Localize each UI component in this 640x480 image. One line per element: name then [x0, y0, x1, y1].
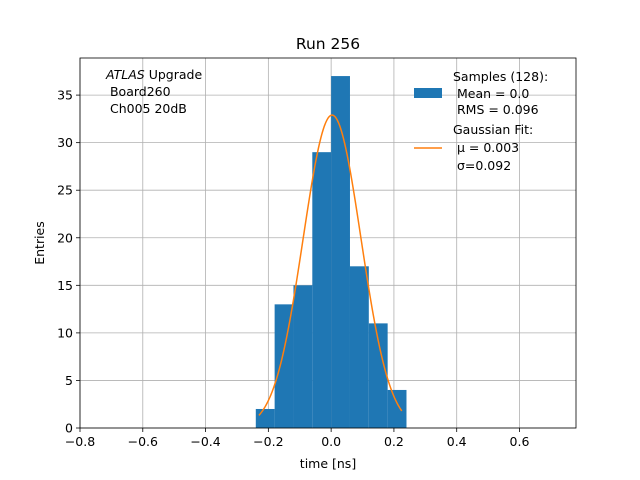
x-tick-label: 0.0: [321, 434, 341, 449]
legend-samples-rms: RMS = 0.096: [453, 102, 539, 117]
annotation-line-2: Board260: [106, 84, 171, 99]
legend-samples-mean: Mean = 0.0: [453, 86, 529, 101]
x-tick-label: 0.4: [447, 434, 467, 449]
atlas-label: ATLAS: [105, 67, 145, 82]
histogram-bar: [312, 152, 332, 428]
y-tick-label: 10: [57, 325, 73, 340]
y-tick-label: 20: [57, 230, 73, 245]
legend-samples-label: Samples (128):: [453, 69, 548, 84]
legend: Samples (128): Mean = 0.0 RMS = 0.096 Ga…: [414, 69, 548, 173]
annotation-line-3: Ch005 20dB: [106, 101, 187, 116]
x-tick-label: 0.6: [510, 434, 530, 449]
y-axis-label: Entries: [32, 221, 47, 265]
histogram-bar: [349, 266, 369, 428]
histogram-bar: [255, 408, 275, 428]
x-tick-label: −0.4: [190, 434, 220, 449]
x-tick-label: −0.8: [65, 434, 95, 449]
x-tick-label: 0.2: [384, 434, 404, 449]
histogram-bar: [274, 304, 294, 428]
legend-fit-label: Gaussian Fit:: [453, 122, 533, 137]
bars-layer: [255, 76, 407, 429]
legend-fit-mu: μ = 0.003: [453, 140, 519, 155]
chart-title: Run 256: [296, 35, 360, 53]
annotation-line-1: ATLAS Upgrade: [105, 67, 202, 82]
histogram-bar: [293, 285, 313, 428]
legend-swatch-samples: [414, 88, 442, 98]
x-axis-label: time [ns]: [300, 456, 356, 471]
y-tick-label: 5: [65, 373, 73, 388]
legend-fit-sigma: σ=0.092: [453, 158, 511, 173]
run-annotation: ATLAS Upgrade Board260 Ch005 20dB: [105, 67, 202, 116]
y-tick-label: 25: [57, 183, 73, 198]
y-tick-label: 0: [65, 421, 73, 436]
x-tick-label: −0.6: [128, 434, 158, 449]
y-tick-label: 15: [57, 278, 73, 293]
gaussian-fit-curve: [258, 114, 403, 416]
upgrade-label: Upgrade: [145, 67, 203, 82]
y-tick-label: 30: [57, 135, 73, 150]
axes-frame: [79, 57, 577, 429]
histogram-bar: [387, 389, 407, 428]
histogram-bar: [331, 76, 350, 429]
x-tick-label: −0.2: [253, 434, 283, 449]
histogram-bar: [368, 323, 388, 428]
ticks-layer: −0.8 −0.6 −0.4 −0.2 0.0 0.2 0.4 0.6 0 5 10 15 20 25 30…: [57, 88, 529, 449]
y-tick-label: 35: [57, 88, 73, 103]
